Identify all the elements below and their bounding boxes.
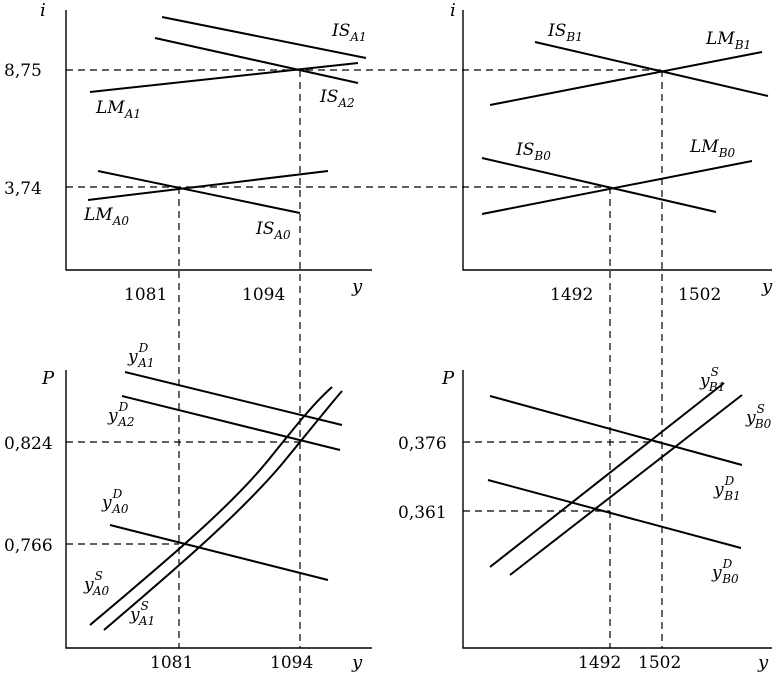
bl-ad-a0-line [109,524,329,581]
bl-label-as-a0: yS A0 [83,569,110,598]
tr-x-tick-1492: 1492 [550,285,593,305]
tr-lm-b1-line [489,51,763,106]
br-y-axis-label: P [441,368,455,389]
bl-label-ad-a1: yD A1 [127,341,155,370]
tr-label-is-b1: ISB1 [547,21,583,44]
tl-is-a2-line [154,37,359,84]
tl-label-is-a2: ISA2 [319,87,355,110]
bl-label-ad-a2: yD A2 [107,400,135,429]
tr-x-axis-label: y [761,276,773,297]
tl-y-axis-label: i [40,0,46,21]
tr-label-is-b0: ISB0 [515,140,551,163]
br-ad-b1-line [489,395,743,466]
panel-bottom-right: P y 0,376 0,361 1492 1502 yS B1 yS B0 yD B1… [398,365,772,673]
tl-label-is-a0: ISA0 [255,219,291,242]
tr-is-b1-line [534,41,769,97]
br-x-tick-1502: 1502 [638,653,681,673]
br-x-tick-1492: 1492 [578,653,621,673]
tr-axes [462,10,772,271]
br-label-ad-b1: yD B1 [713,474,741,503]
tl-is-a1-line [161,16,367,59]
tr-y-axis-label: i [450,0,456,21]
bl-label-ad-a0: yD A0 [101,487,129,516]
tl-lm-a1-line [89,62,359,93]
tr-lm-b0-line [481,160,753,215]
br-label-as-b0: yS B0 [745,402,772,431]
tl-x-tick-1081: 1081 [124,285,167,305]
tl-is-a0-line [97,170,301,214]
br-label-ad-b0: yD B0 [711,557,739,586]
bl-ad-a1-line [124,371,343,426]
bl-x-axis-label: y [351,652,363,673]
br-y-tick-0376: 0,376 [398,434,447,454]
bl-y-tick-0824: 0,824 [4,434,53,454]
bl-ad-a2-line [121,395,341,451]
tl-axes [65,10,372,271]
panel-bottom-left: P y 0,824 0,766 1081 1094 yD A1 yD A2 yD A0… [4,341,372,673]
panel-top-left: i y 8,75 3,74 1081 1094 ISA1 ISA2 LMA1 L… [4,0,372,305]
bl-as-a0-curve [89,386,333,626]
tr-label-lm-b1: LMB1 [705,29,751,52]
bl-axes [65,370,372,649]
tl-x-axis-label: y [351,276,363,297]
tl-x-tick-1094: 1094 [242,285,285,305]
tl-y-tick-875: 8,75 [4,61,42,81]
br-y-tick-0361: 0,361 [398,503,447,523]
br-axes [462,370,772,649]
bl-label-as-a1: yS A1 [129,599,155,628]
br-as-b1-line [489,382,725,568]
bl-x-tick-1094: 1094 [270,653,313,673]
br-as-b0-line [509,394,743,576]
bl-y-axis-label: P [41,368,55,389]
bl-x-tick-1081: 1081 [150,653,193,673]
br-x-axis-label: y [757,652,769,673]
tl-label-is-a1: ISA1 [331,21,367,44]
br-label-as-b1: yS B1 [699,365,725,394]
guide-lines [66,69,663,648]
tr-x-tick-1502: 1502 [678,285,721,305]
tl-label-lm-a1: LMA1 [95,98,141,121]
tr-label-lm-b0: LMB0 [689,137,736,160]
tl-label-lm-a0: LMA0 [83,205,129,228]
bl-y-tick-0766: 0,766 [4,536,53,556]
br-ad-b0-line [487,479,742,549]
tl-y-tick-374: 3,74 [4,179,42,199]
panel-top-right: i y 1492 1502 ISB1 LMB1 ISB0 LMB0 [450,0,773,305]
tr-is-b0-line [481,157,717,213]
bl-as-a1-curve [103,390,343,631]
tl-lm-a0-line [87,170,329,201]
